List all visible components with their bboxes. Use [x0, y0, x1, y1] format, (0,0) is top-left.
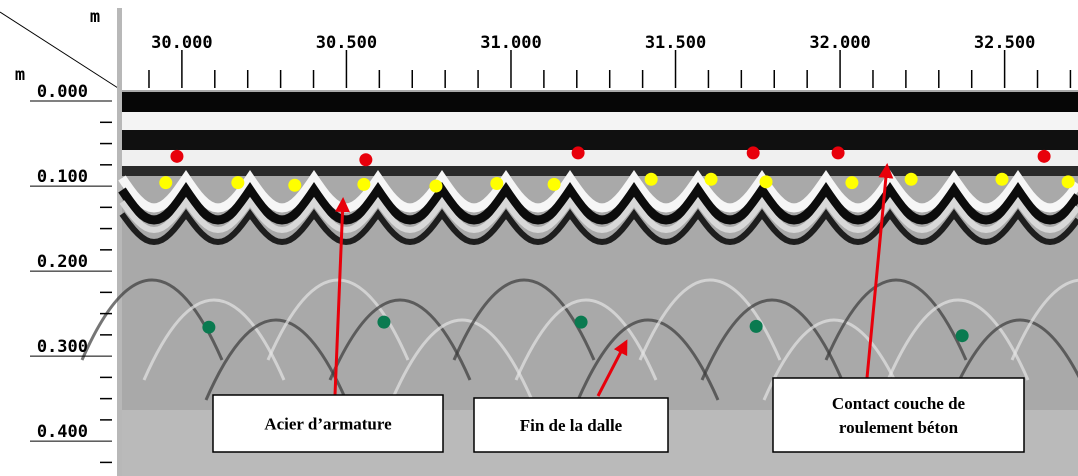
y-unit: m: [15, 65, 25, 85]
point: [288, 179, 301, 192]
point: [231, 176, 244, 189]
x-tick-label: 32.500: [974, 33, 1035, 53]
band: [122, 92, 1078, 112]
radargram-figure: m m 30.000 30.500 31.000 31.500 32.000 32.500…: [0, 0, 1078, 476]
y-tick-label: 0.100: [37, 167, 88, 187]
x-tick-label: 30.500: [316, 33, 377, 53]
y-tick-label: 0.300: [37, 337, 88, 357]
point: [202, 321, 215, 334]
axis-bar: [117, 8, 122, 476]
point: [905, 173, 918, 186]
x-unit: m: [90, 7, 100, 27]
point: [572, 146, 585, 159]
point: [750, 320, 763, 333]
point: [357, 178, 370, 191]
y-tick-label: 0.000: [37, 82, 88, 102]
point: [490, 177, 503, 190]
y-tick-label: 0.200: [37, 252, 88, 272]
band: [122, 150, 1078, 166]
annotation-box: [773, 378, 1024, 452]
annotation-text: Contact couche de: [832, 394, 966, 413]
annotation-text: roulement béton: [839, 418, 959, 437]
point: [377, 316, 390, 329]
band: [122, 130, 1078, 150]
point: [747, 146, 760, 159]
annotation-text: Acier d’armature: [264, 415, 392, 434]
point: [645, 173, 658, 186]
point: [575, 316, 588, 329]
band: [122, 166, 1078, 176]
x-tick-label: 31.000: [480, 33, 541, 53]
point: [429, 180, 442, 193]
point: [832, 146, 845, 159]
annotation-text: Fin de la dalle: [520, 416, 623, 435]
point: [1062, 175, 1075, 188]
point: [170, 150, 183, 163]
band: [122, 112, 1078, 130]
point: [705, 173, 718, 186]
point: [995, 173, 1008, 186]
point: [956, 329, 969, 342]
x-tick-label: 30.000: [151, 33, 212, 53]
x-tick-label: 32.000: [809, 33, 870, 53]
point: [548, 178, 561, 191]
point: [359, 153, 372, 166]
y-tick-label: 0.400: [37, 422, 88, 442]
point: [1038, 150, 1051, 163]
point: [760, 175, 773, 188]
x-tick-label: 31.500: [645, 33, 706, 53]
point: [845, 176, 858, 189]
point: [159, 176, 172, 189]
